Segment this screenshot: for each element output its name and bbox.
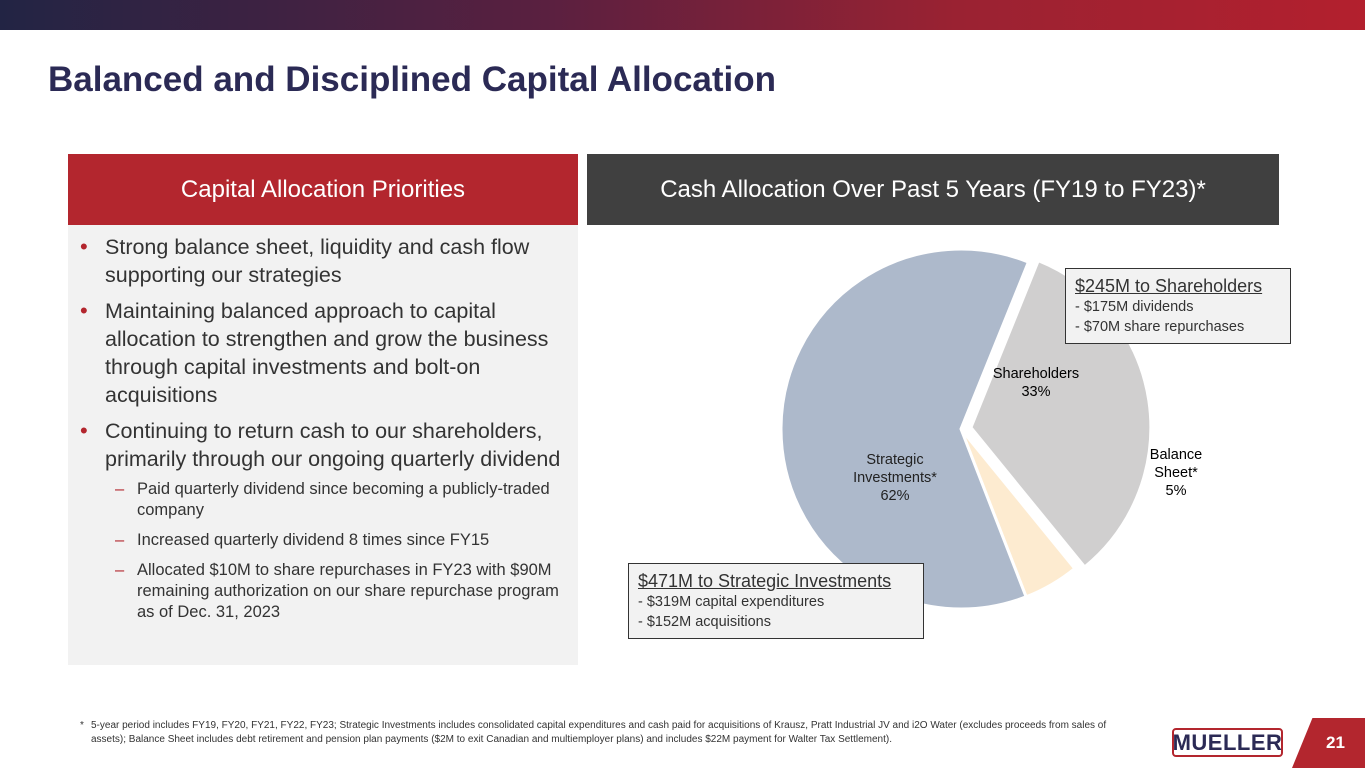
- strategic-callout: $471M to Strategic Investments - $319M c…: [628, 563, 924, 639]
- left-panel-body: • Strong balance sheet, liquidity and cas…: [68, 225, 578, 665]
- sub-bullet: – Increased quarterly dividend 8 times si…: [105, 530, 562, 551]
- priority-bullet: • Strong balance sheet, liquidity and cas…: [68, 233, 578, 289]
- sub-bullet-text: Increased quarterly dividend 8 times sin…: [137, 531, 490, 549]
- pie-label-balance-sheet: Balance Sheet* 5%: [1150, 447, 1202, 499]
- footnote-text: 5-year period includes FY19, FY20, FY21,…: [91, 720, 1107, 745]
- pie-label-shareholders: Shareholders 33%: [993, 366, 1079, 400]
- strategic-callout-line: - $319M capital expenditures: [638, 594, 825, 610]
- priority-bullet: • Continuing to return cash to our shareh…: [68, 417, 578, 623]
- top-banner: [0, 0, 1365, 30]
- left-panel-header: Capital Allocation Priorities: [68, 154, 578, 225]
- sub-bullet: – Allocated $10M to share repurchases in …: [105, 560, 562, 623]
- shareholders-callout-line: - $175M dividends: [1075, 299, 1194, 315]
- bullet-dot: •: [80, 298, 88, 323]
- priority-list: • Strong balance sheet, liquidity and cas…: [68, 233, 578, 632]
- strategic-callout-heading: $471M to Strategic Investments: [638, 571, 892, 591]
- sub-bullet-dash: –: [115, 561, 125, 579]
- bullet-text: Maintaining balanced approach to capital…: [105, 299, 549, 407]
- sub-bullet: – Paid quarterly dividend since becoming …: [105, 479, 562, 521]
- page-number: 21: [1292, 718, 1365, 768]
- priority-bullet: • Maintaining balanced approach to capita…: [68, 297, 578, 409]
- page-title: Balanced and Disciplined Capital Allocat…: [48, 60, 777, 99]
- bullet-text: Continuing to return cash to our shareho…: [105, 419, 561, 471]
- footnote: * 5-year period includes FY19, FY20, FY2…: [80, 719, 1140, 747]
- footnote-marker: *: [80, 720, 84, 731]
- pie-label-strategic-investments: Strategic Investments* 62%: [853, 452, 937, 504]
- sub-bullet-text: Allocated $10M to share repurchases in F…: [137, 561, 559, 621]
- sub-bullet-dash: –: [115, 480, 125, 498]
- shareholders-callout: $245M to Shareholders - $175M dividends …: [1065, 268, 1291, 344]
- pie-slice-strategic-investments: [779, 247, 1031, 611]
- bullet-dot: •: [80, 418, 88, 443]
- sub-bullet-text: Paid quarterly dividend since becoming a…: [137, 480, 550, 519]
- sub-bullet-list: – Paid quarterly dividend since becoming …: [105, 479, 562, 623]
- mueller-logo: MUELLER: [1172, 728, 1283, 757]
- sub-bullet-dash: –: [115, 531, 125, 549]
- bullet-dot: •: [80, 234, 88, 259]
- shareholders-callout-heading: $245M to Shareholders: [1075, 276, 1263, 296]
- right-panel-header: Cash Allocation Over Past 5 Years (FY19 …: [587, 154, 1279, 225]
- shareholders-callout-line: - $70M share repurchases: [1075, 319, 1245, 335]
- strategic-callout-line: - $152M acquisitions: [638, 614, 771, 630]
- bullet-text: Strong balance sheet, liquidity and cash…: [105, 235, 530, 287]
